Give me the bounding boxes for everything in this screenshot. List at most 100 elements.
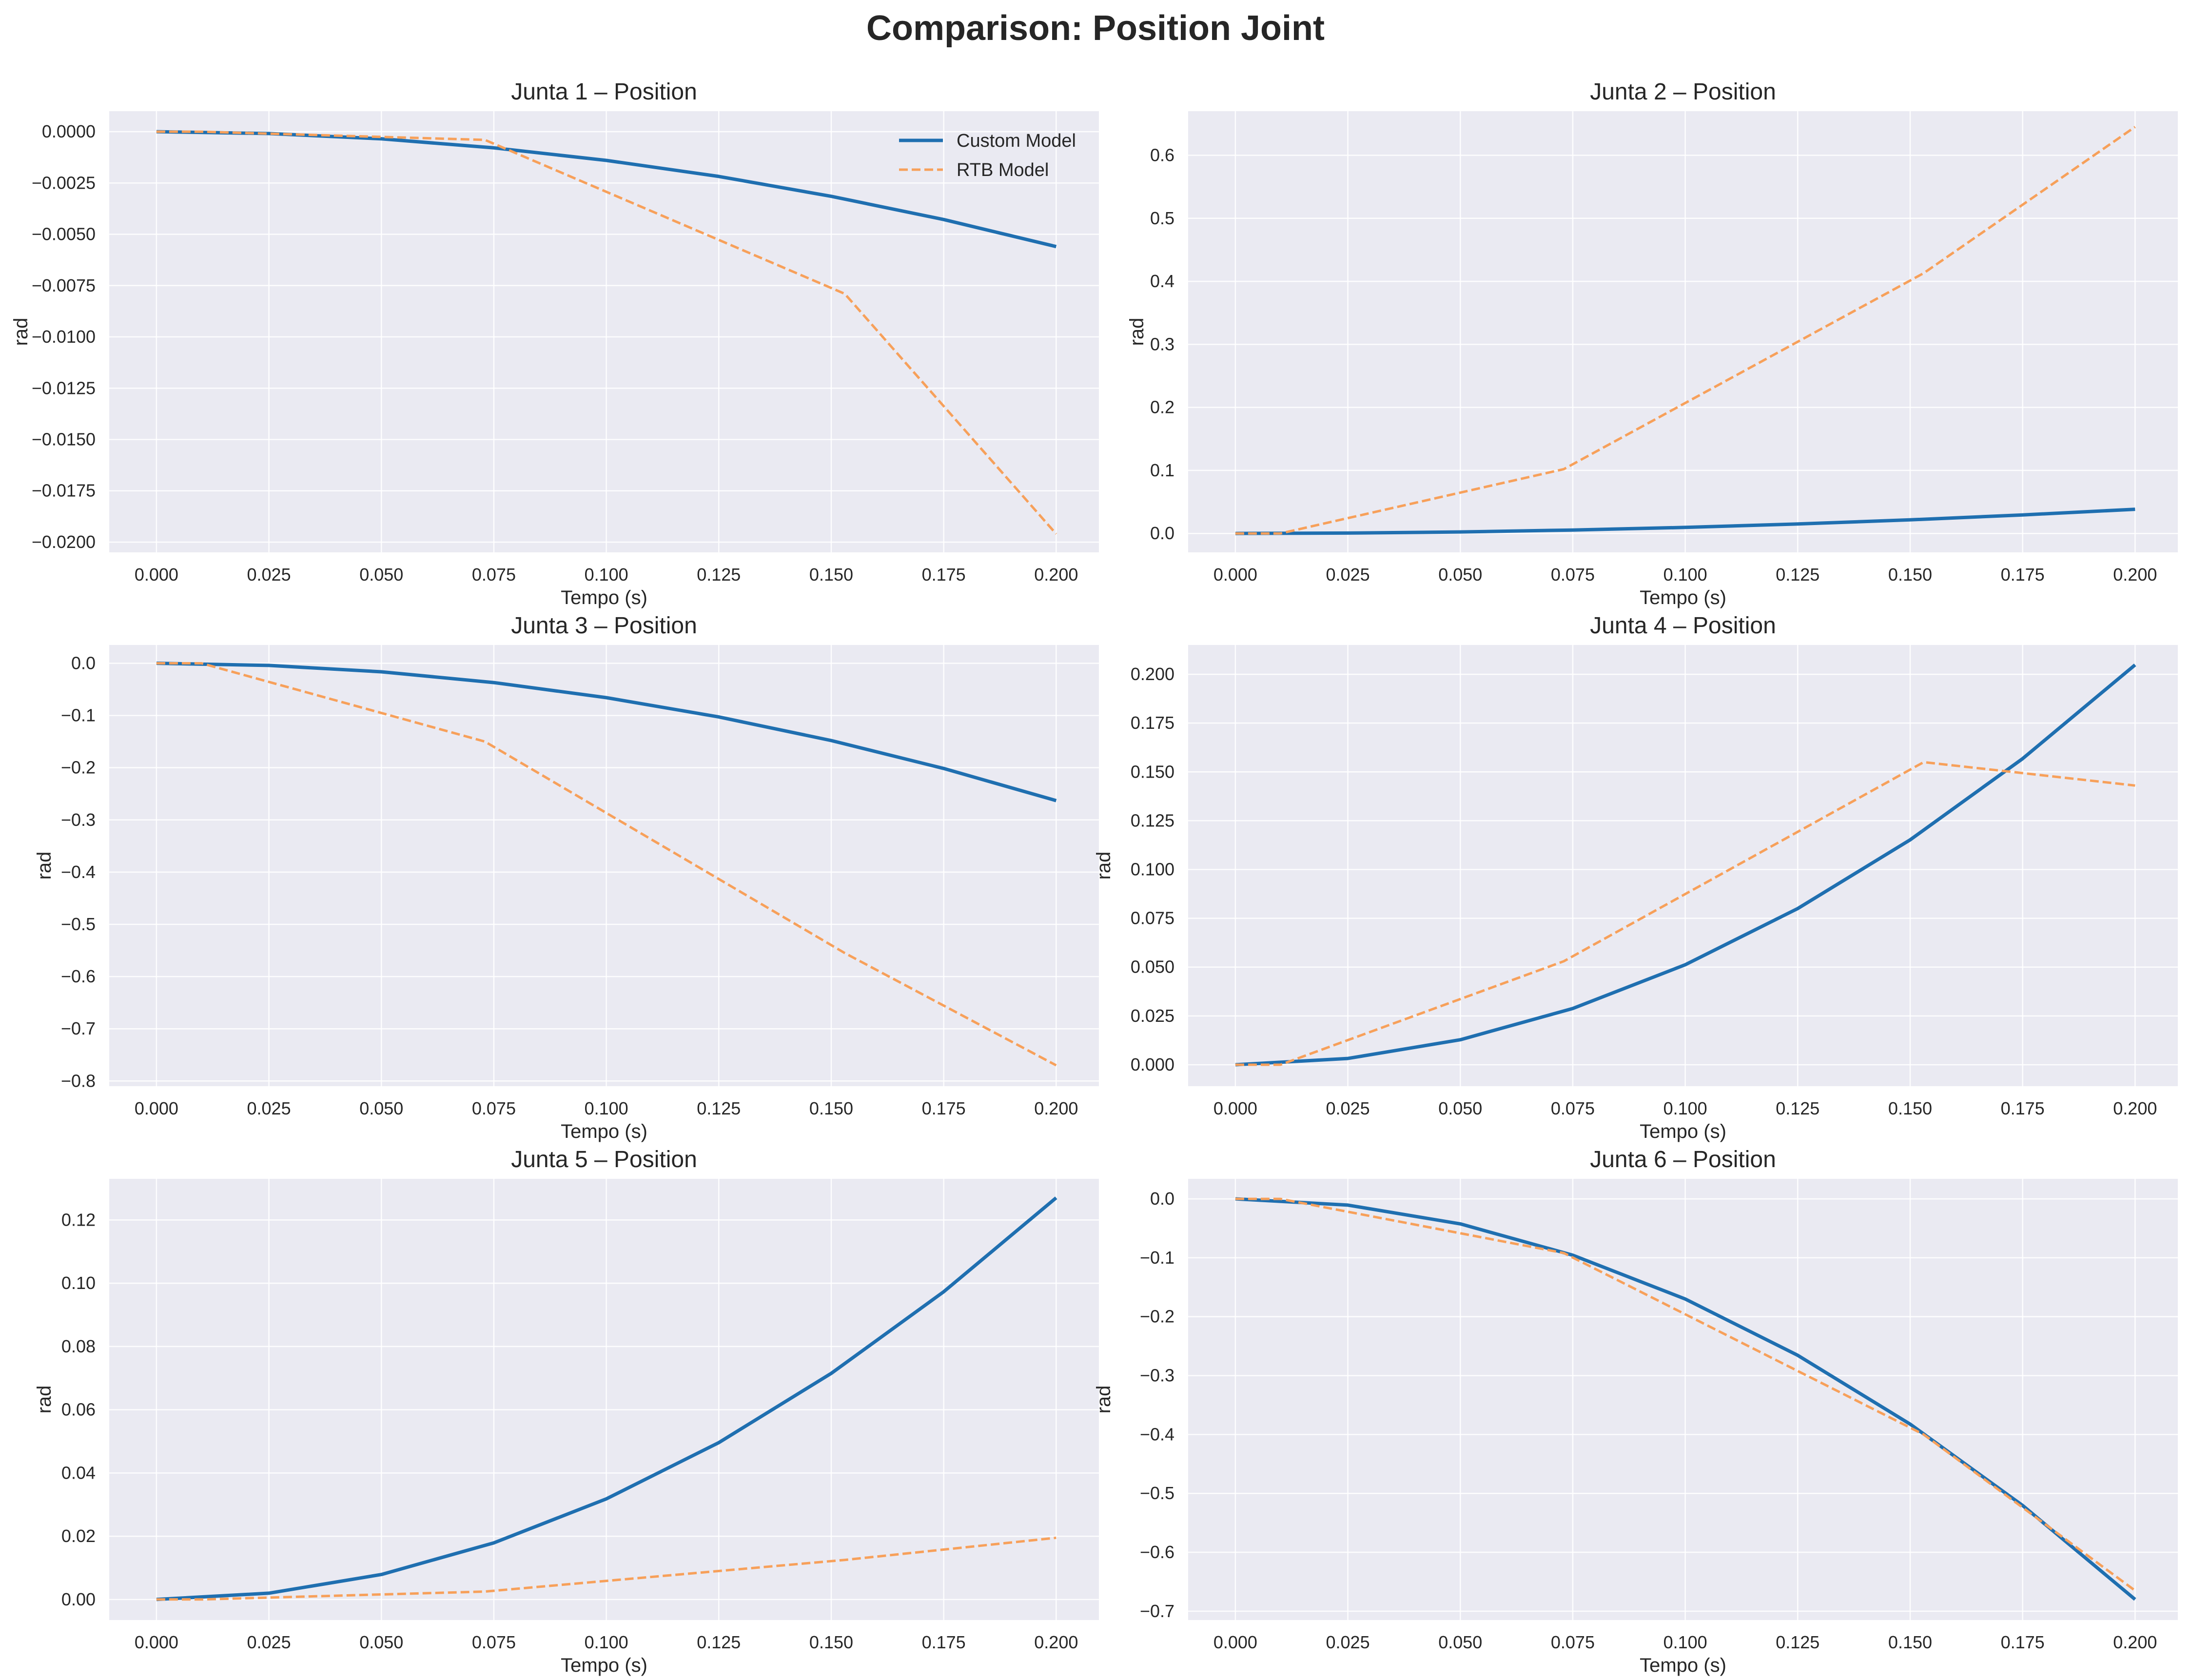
x-tick-label: 0.025: [247, 1632, 291, 1652]
y-tick-label: 0.4: [1150, 271, 1174, 291]
legend-label: Custom Model: [957, 131, 1076, 151]
x-tick-label: 0.050: [1438, 565, 1482, 585]
chart-panel-2: 0.000 0.025 0.050 0.075 0.100 0.125 0.150 0.175…: [1126, 79, 2178, 608]
series-line-rtb-model: [1235, 126, 2136, 535]
panel-title: Junta 3 – Position: [511, 613, 697, 639]
x-tick-label: 0.125: [1776, 1632, 1819, 1652]
x-tick-label: 0.150: [1888, 1098, 1932, 1118]
y-tick-label: 0.00: [61, 1589, 96, 1609]
x-tick-label: 0.150: [1888, 565, 1932, 585]
x-tick-label: 0.200: [1034, 1632, 1078, 1652]
plot-area: [109, 645, 1099, 1086]
x-tick-label: 0.050: [1438, 1098, 1482, 1118]
x-tick-label: 0.075: [1551, 1632, 1595, 1652]
x-tick-label: 0.050: [359, 565, 403, 585]
y-tick-label: −0.1: [1140, 1248, 1174, 1268]
x-tick-label: 0.075: [472, 1632, 516, 1652]
y-axis-label: rad: [1126, 318, 1148, 346]
x-tick-label: 0.050: [359, 1098, 403, 1118]
x-tick-label: 0.075: [472, 565, 516, 585]
y-tick-label: 0.5: [1150, 208, 1174, 228]
panel-title: Junta 5 – Position: [511, 1147, 697, 1172]
y-tick-label: −0.8: [61, 1071, 96, 1091]
y-tick-label: 0.075: [1131, 908, 1174, 928]
y-tick-label: −0.1: [61, 705, 96, 725]
y-tick-label: −0.0200: [32, 532, 96, 552]
x-tick-label: 0.125: [1776, 1098, 1819, 1118]
x-axis-label: Tempo (s): [561, 1655, 647, 1676]
series-line-custom-model: [1235, 508, 2135, 535]
x-tick-label: 0.075: [1551, 565, 1595, 585]
x-tick-label: 0.000: [1213, 565, 1257, 585]
y-axis-label: rad: [10, 318, 32, 346]
chart-panel-6: 0.000 0.025 0.050 0.075 0.100 0.125 0.150 0.175…: [1093, 1147, 2178, 1676]
x-tick-label: 0.125: [697, 565, 741, 585]
figure-title: Comparison: Position Joint: [866, 9, 1325, 48]
x-axis-label: Tempo (s): [1640, 1655, 1726, 1676]
x-tick-label: 0.000: [135, 1098, 178, 1118]
series-line-rtb-model: [156, 130, 1057, 535]
x-axis-label: Tempo (s): [561, 1121, 647, 1142]
y-tick-label: −0.2: [61, 758, 96, 778]
x-tick-label: 0.175: [2001, 1632, 2045, 1652]
y-tick-label: 0.100: [1131, 860, 1174, 879]
y-axis-label: rad: [34, 1386, 55, 1414]
x-tick-label: 0.150: [809, 565, 853, 585]
x-tick-label: 0.050: [359, 1632, 403, 1652]
x-tick-label: 0.175: [2001, 1098, 2045, 1118]
x-tick-label: 0.050: [1438, 1632, 1482, 1652]
y-axis-label: rad: [1093, 1386, 1115, 1414]
series-line-custom-model: [156, 662, 1057, 802]
y-tick-label: 0.050: [1131, 957, 1174, 977]
y-tick-label: −0.0175: [32, 481, 96, 501]
y-tick-label: −0.2: [1140, 1307, 1174, 1327]
x-tick-label: 0.100: [1663, 1632, 1707, 1652]
x-tick-label: 0.175: [922, 565, 966, 585]
series-line-custom-model: [156, 1196, 1057, 1602]
chart-panel-3: 0.000 0.025 0.050 0.075 0.100 0.125 0.150 0.175…: [34, 613, 1099, 1142]
y-tick-label: −0.7: [61, 1018, 96, 1038]
legend-label: RTB Model: [957, 160, 1049, 180]
y-tick-label: 0.150: [1131, 762, 1174, 781]
y-tick-label: −0.0075: [32, 275, 96, 295]
plot-area: [1188, 1179, 2178, 1620]
x-tick-label: 0.000: [135, 565, 178, 585]
y-tick-label: 0.10: [61, 1273, 96, 1293]
series-line-rtb-model: [156, 1536, 1056, 1601]
panel-title: Junta 6 – Position: [1590, 1147, 1776, 1172]
plot-area: [1188, 645, 2178, 1086]
y-tick-label: −0.4: [1140, 1424, 1174, 1444]
y-tick-label: 0.0000: [42, 121, 96, 141]
y-tick-label: −0.6: [61, 966, 96, 986]
plot-area: [109, 111, 1099, 552]
y-tick-label: −0.0050: [32, 224, 96, 244]
x-axis-label: Tempo (s): [1640, 1121, 1726, 1142]
chart-panel-4: 0.000 0.025 0.050 0.075 0.100 0.125 0.150 0.175…: [1093, 613, 2178, 1142]
x-tick-label: 0.075: [1551, 1098, 1595, 1118]
x-tick-label: 0.000: [1213, 1632, 1257, 1652]
x-tick-label: 0.200: [2113, 1098, 2157, 1118]
y-tick-label: 0.000: [1131, 1055, 1174, 1074]
x-tick-label: 0.200: [1034, 565, 1078, 585]
legend: Custom Model RTB Model: [899, 131, 1076, 180]
panel-title: Junta 4 – Position: [1590, 613, 1776, 639]
y-tick-label: 0.125: [1131, 810, 1174, 830]
y-tick-label: −0.0125: [32, 378, 96, 398]
series-line-custom-model: [156, 130, 1057, 249]
y-tick-label: 0.0: [71, 653, 96, 673]
y-tick-label: 0.08: [61, 1336, 96, 1356]
y-tick-label: −0.6: [1140, 1542, 1174, 1562]
y-tick-label: 0.02: [61, 1526, 96, 1546]
y-tick-label: −0.0150: [32, 429, 96, 449]
plot-area: [1188, 111, 2178, 552]
y-tick-label: −0.3: [61, 810, 96, 830]
y-tick-label: 0.04: [61, 1463, 96, 1483]
x-tick-label: 0.200: [2113, 565, 2157, 585]
y-tick-label: 0.2: [1150, 397, 1174, 417]
y-tick-label: −0.7: [1140, 1601, 1174, 1621]
x-tick-label: 0.125: [1776, 565, 1819, 585]
x-tick-label: 0.000: [1213, 1098, 1257, 1118]
x-tick-label: 0.150: [809, 1098, 853, 1118]
y-tick-label: 0.175: [1131, 713, 1174, 733]
y-tick-label: 0.06: [61, 1400, 96, 1420]
